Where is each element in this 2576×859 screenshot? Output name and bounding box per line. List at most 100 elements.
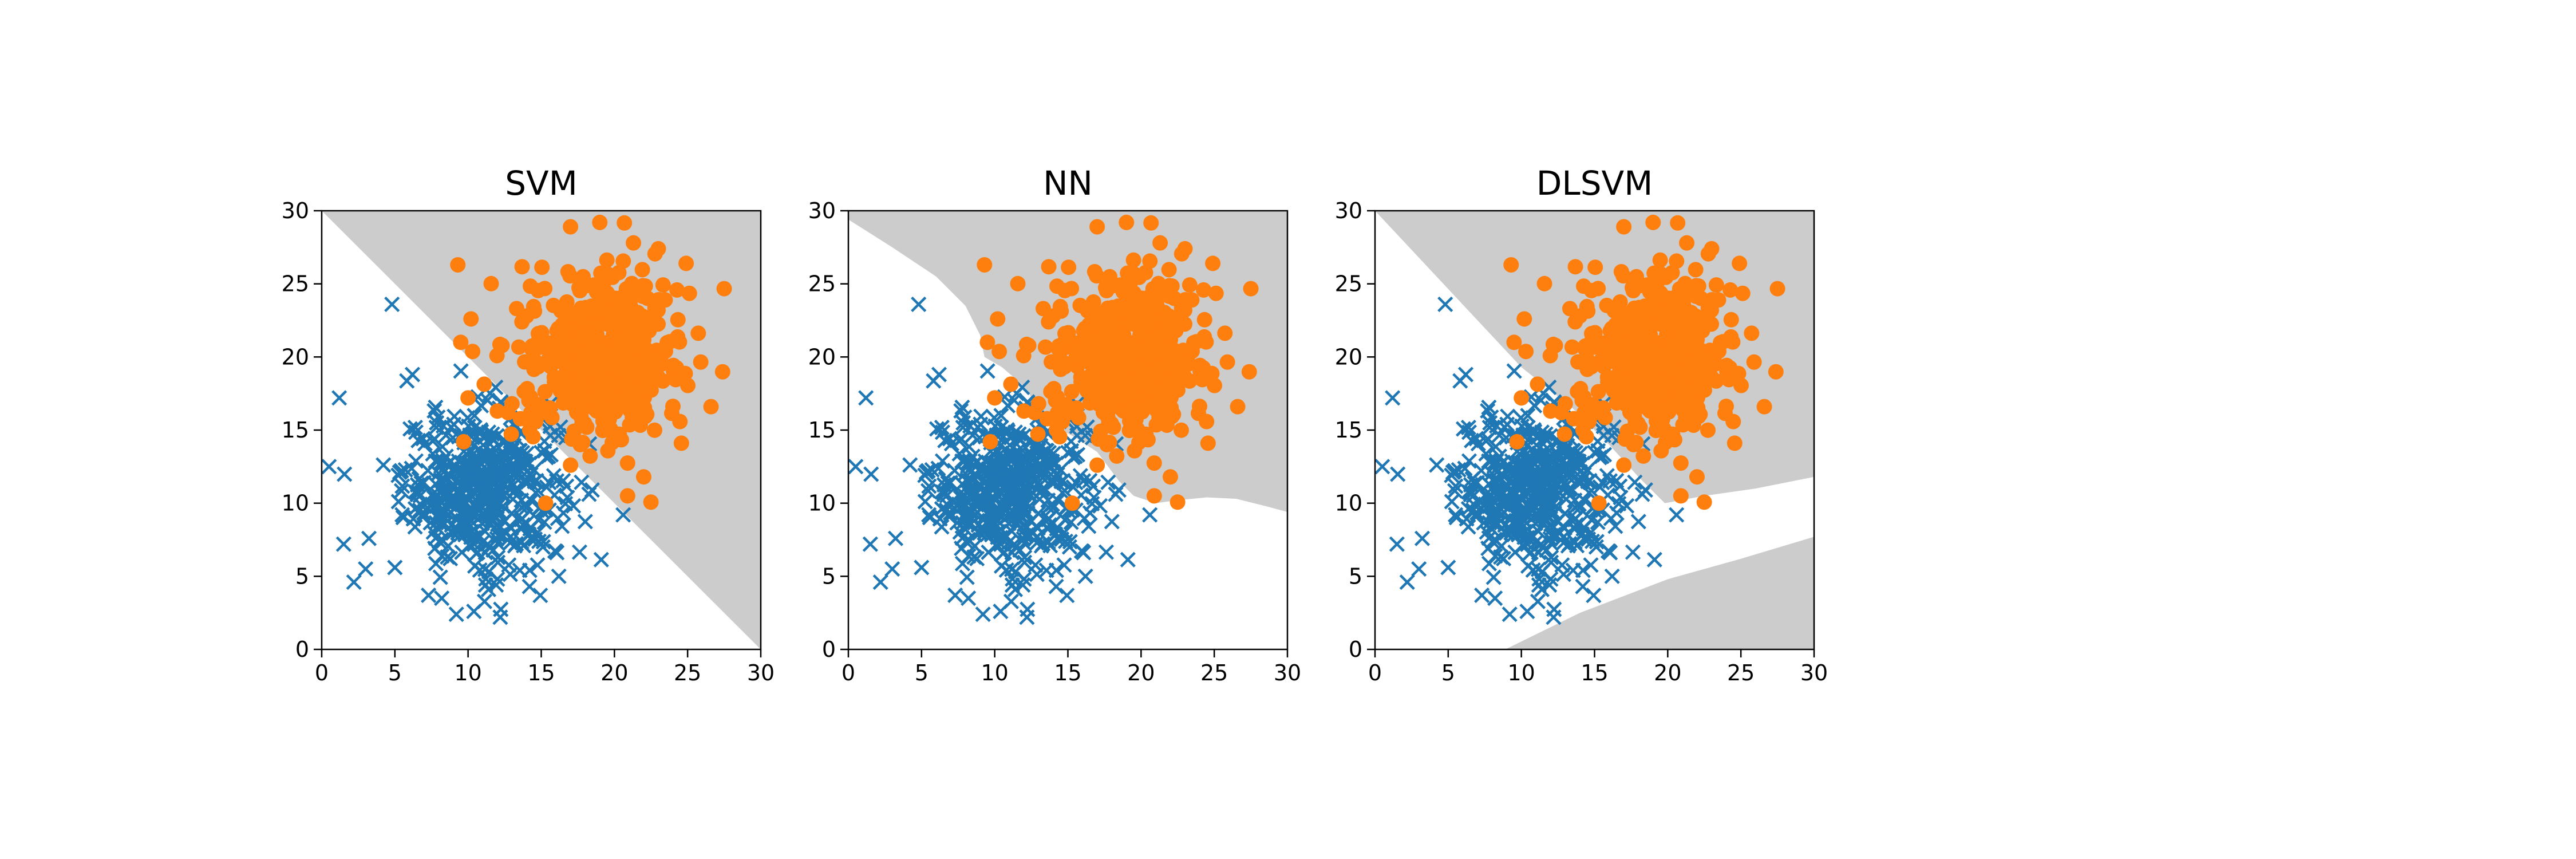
data-point (451, 453, 467, 469)
x-tick-label: 25 (674, 660, 701, 685)
x-tick-label: 5 (1441, 660, 1455, 685)
data-point (1487, 590, 1503, 606)
data-point (917, 494, 933, 510)
data-point (1673, 488, 1689, 504)
data-point (1681, 360, 1697, 376)
data-point (1609, 316, 1625, 332)
data-point (1542, 428, 1558, 444)
data-point (1725, 413, 1741, 430)
data-point (1035, 463, 1051, 479)
data-point (518, 500, 534, 516)
data-point (655, 277, 671, 293)
data-point (466, 604, 482, 620)
data-point (930, 460, 946, 476)
data-point (1680, 382, 1696, 398)
data-point (1627, 474, 1643, 490)
data-point (1658, 346, 1674, 362)
data-point (574, 395, 590, 411)
data-point (1217, 325, 1233, 341)
data-point (1500, 478, 1516, 494)
data-point (967, 538, 983, 554)
data-point (1143, 215, 1159, 231)
data-point (1028, 557, 1044, 573)
data-point (492, 609, 508, 625)
data-point (1037, 339, 1053, 355)
data-point (678, 255, 694, 271)
data-point (1502, 606, 1518, 622)
data-point (454, 544, 470, 560)
x-tick-label: 30 (1274, 660, 1301, 685)
data-point (987, 390, 1003, 406)
data-point (1646, 551, 1662, 568)
data-point (500, 474, 516, 490)
data-point (974, 478, 990, 494)
data-point (1701, 368, 1717, 384)
data-point (457, 507, 474, 523)
data-point (1627, 362, 1643, 378)
y-tick-label: 10 (1335, 491, 1362, 516)
data-point (1543, 403, 1559, 419)
data-point (1030, 426, 1046, 442)
data-point (1082, 316, 1099, 332)
data-point (1546, 527, 1562, 543)
data-point (962, 487, 978, 503)
data-point (1057, 282, 1073, 298)
x-tick-label: 0 (841, 660, 855, 685)
data-point (1504, 453, 1520, 469)
data-point (1455, 421, 1472, 437)
data-point (934, 419, 950, 436)
data-point (1680, 393, 1696, 409)
x-tick-label: 20 (1654, 660, 1681, 685)
data-point (507, 483, 523, 500)
data-point (1152, 235, 1168, 251)
data-point (902, 457, 918, 473)
data-point (990, 523, 1006, 539)
data-point (1733, 377, 1749, 393)
y-tick-label: 15 (808, 417, 836, 443)
data-point (435, 487, 452, 503)
data-point (438, 448, 454, 464)
data-point (1599, 350, 1615, 366)
data-point (1506, 363, 1522, 379)
data-point (627, 393, 643, 409)
x-tick-label: 15 (527, 660, 555, 685)
data-point (996, 544, 1013, 561)
data-point (1041, 259, 1057, 275)
data-point (1496, 419, 1512, 435)
data-point (443, 419, 459, 435)
data-point (617, 215, 633, 231)
data-point (921, 478, 937, 494)
x-tick-label: 15 (1581, 660, 1608, 685)
data-point (1579, 361, 1595, 377)
data-point (503, 426, 519, 442)
data-point (518, 515, 534, 531)
data-point (1016, 571, 1032, 587)
data-point (521, 562, 538, 578)
data-point (1445, 464, 1461, 480)
data-point (489, 348, 505, 364)
y-tick-label: 5 (1349, 564, 1362, 589)
data-point (646, 422, 662, 438)
data-point (1134, 404, 1150, 420)
data-point (1088, 376, 1104, 392)
data-point (650, 241, 666, 257)
data-point (1025, 460, 1041, 476)
data-point (459, 475, 475, 491)
data-point (929, 421, 945, 437)
data-point (1125, 252, 1141, 268)
data-point (1583, 282, 1599, 298)
data-point (635, 469, 651, 485)
data-point (627, 360, 643, 376)
data-point (1694, 322, 1710, 338)
data-point (962, 482, 978, 498)
data-point (440, 538, 456, 554)
data-point (1494, 538, 1510, 554)
data-point (981, 544, 997, 560)
data-point (1564, 339, 1580, 355)
data-point (404, 367, 421, 383)
data-point (1632, 278, 1648, 294)
data-point (1725, 334, 1741, 350)
data-point (633, 311, 649, 327)
data-point (1463, 487, 1479, 503)
